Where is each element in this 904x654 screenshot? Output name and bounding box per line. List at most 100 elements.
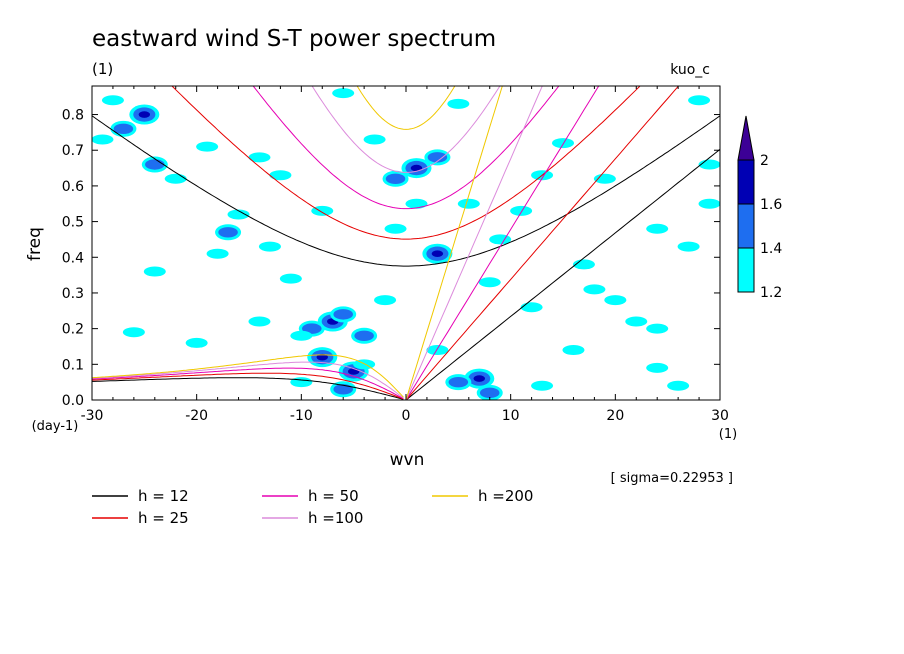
inertio-gravity-curve-h25 [171,86,641,240]
power-region-47-level-1 [531,380,554,391]
axis-ticks: -30 -20 -10 0 10 20 30 0.0 0.1 0.2 0.3 0.4 0.5 0.6 0.7… [62,86,729,424]
kelvin-curve-h50 [405,86,600,400]
power-spectrum-layer [92,88,720,400]
power-region-50-level-1 [290,377,313,388]
legend-label-h50: h = 50 [308,487,359,505]
rossby-curve-h100 [92,361,404,399]
power-region-3-level-2 [333,309,353,320]
x-tick-label: 0 [402,408,411,424]
power-region-43-level-1 [520,302,543,313]
power-region-55-level-1 [311,205,334,216]
power-region-53-level-1 [122,327,145,338]
power-region-1-level-3 [316,353,328,361]
power-region-49-level-1 [374,295,397,306]
power-region-57-level-1 [405,198,428,209]
power-region-9-level-2 [479,387,500,399]
power-region-24-level-1 [279,273,302,284]
source-label: kuo_c [670,62,710,78]
inertio-gravity-curve-h12 [92,115,720,267]
power-region-8-level-2 [448,376,469,388]
x-tick-label: 30 [711,408,729,424]
power-region-42-level-1 [625,316,648,327]
power-region-28-level-1 [332,88,355,99]
inertio-gravity-curve-h50 [252,86,560,210]
power-region-17-level-2 [113,123,134,135]
power-region-48-level-1 [426,345,449,356]
power-region-23-level-1 [206,248,229,259]
x-tick-label: 10 [502,408,520,424]
chart-subtitle: (1) [92,60,113,78]
power-region-38-level-1 [698,159,720,170]
power-region-4-level-2 [302,323,322,334]
power-region-34-level-1 [552,138,574,149]
x-tick-label: -30 [81,408,104,424]
rossby-curve-h25 [92,372,404,400]
power-region-54-level-1 [258,241,281,252]
power-region-21-level-1 [164,173,187,184]
power-region-14-level-2 [145,159,165,170]
power-region-37-level-1 [677,241,700,252]
power-region-27-level-1 [143,266,166,277]
rossby-curve-h50 [92,367,404,400]
inertio-gravity-curve-h200 [356,86,456,130]
power-region-39-level-1 [698,198,720,209]
power-region-26-level-1 [92,134,114,145]
power-region-19-level-1 [269,170,292,181]
inertio-gravity-curve-h100 [311,86,501,173]
kelvin-curve-h200 [405,86,503,400]
colorbar-label: 1.6 [760,197,782,213]
power-region-64-level-1 [290,330,313,341]
kelvin-curve-h25 [405,86,680,400]
power-region-18-level-1 [196,141,219,152]
power-region-36-level-1 [646,223,669,234]
power-region-2-level-3 [347,368,360,375]
legend-label-h25: h = 25 [138,509,189,527]
power-region-25-level-1 [101,95,124,106]
y-tick-label: 0.0 [62,393,84,409]
plot-area: -30 -20 -10 0 10 20 30 0.0 0.1 0.2 0.3 0.4 0.5 0.6 0.7… [62,85,729,424]
legend: h = 12 h = 25 h = 50 h =100 h =200 [92,487,533,527]
y-tick-label: 0.7 [62,143,84,159]
power-region-62-level-1 [583,284,606,295]
power-region-46-level-1 [667,380,690,391]
power-region-12-level-2 [427,152,448,163]
y-tick-label: 0.3 [62,286,84,302]
power-region-10-level-3 [410,164,423,172]
dispersion-curves-layer [92,86,720,400]
kelvin-curve-h100 [405,86,543,400]
power-region-60-level-1 [688,95,711,106]
power-region-11-level-2 [385,173,406,184]
power-region-20-level-1 [248,152,271,163]
x-tick-label: -20 [185,408,208,424]
rossby-curve-h12 [92,377,404,400]
x-tick-label: -10 [290,408,313,424]
y-axis-label: freq [25,227,45,261]
power-region-13-level-3 [138,111,151,118]
x-axis-unit: (1) [719,427,737,442]
colorbar-box-2 [737,159,755,205]
power-region-7-level-3 [473,375,485,382]
power-region-59-level-1 [510,205,533,216]
rossby-curve-h200 [92,354,404,398]
y-tick-label: 0.1 [62,357,84,373]
power-region-61-level-1 [646,323,669,334]
x-axis-label: wvn [390,450,425,470]
y-axis-unit: (day-1) [32,419,79,434]
kelvin-curve-h12 [405,148,720,400]
legend-label-h12: h = 12 [138,487,189,505]
y-tick-label: 0.5 [62,215,84,231]
colorbar-label: 1.4 [760,241,782,257]
power-region-35-level-1 [593,173,616,184]
power-region-22-level-1 [227,209,250,220]
power-region-45-level-1 [646,362,669,373]
legend-label-h200: h =200 [478,487,533,505]
x-tick-label: 20 [606,408,624,424]
power-region-51-level-1 [248,316,271,327]
chart-title: eastward wind S-T power spectrum [92,26,496,52]
plot-background [92,86,720,400]
y-tick-label: 0.8 [62,108,84,124]
power-region-31-level-1 [457,198,480,209]
y-tick-label: 0.4 [62,250,84,266]
power-region-29-level-1 [447,98,470,109]
